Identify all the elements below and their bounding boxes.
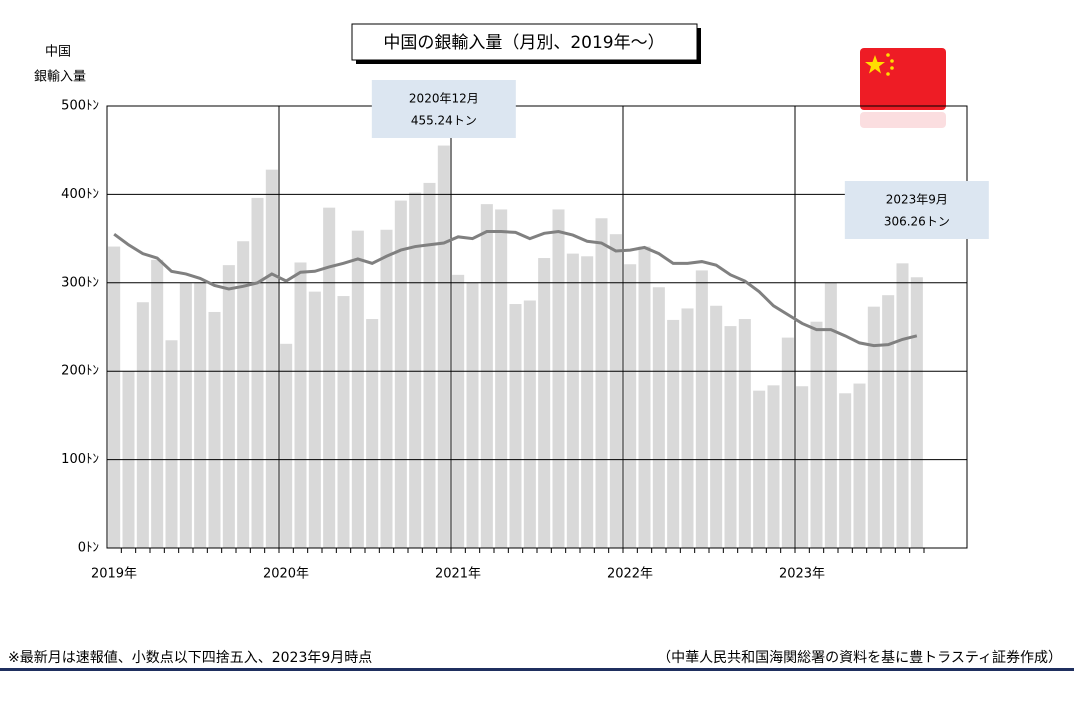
y-tick-label: 200ﾄﾝ — [61, 364, 99, 379]
y-tick-label: 300ﾄﾝ — [61, 275, 99, 290]
bar — [265, 169, 278, 548]
bar — [753, 390, 766, 548]
bar — [781, 337, 794, 548]
bar — [251, 197, 264, 548]
bar — [495, 209, 508, 549]
bar — [394, 200, 407, 548]
x-tick-label: 2022年 — [607, 567, 653, 582]
x-tick-label: 2019年 — [91, 567, 137, 582]
bar — [208, 311, 221, 548]
bar — [681, 308, 694, 548]
bar — [910, 277, 923, 548]
bar — [867, 306, 880, 548]
y-tick-label: 0ﾄﾝ — [78, 541, 99, 556]
bar — [609, 234, 622, 548]
bar — [796, 386, 809, 548]
bar — [581, 256, 594, 548]
annotation-box — [371, 80, 516, 138]
bar — [151, 259, 164, 548]
bar — [323, 207, 336, 548]
bar — [538, 258, 551, 548]
source: （中華人民共和国海関総署の資料を基に豊トラスティ証券作成） — [657, 649, 1062, 666]
y-tick-label: 100ﾄﾝ — [61, 452, 99, 467]
bar — [509, 304, 522, 548]
bar — [738, 319, 751, 548]
bar — [108, 246, 121, 548]
annotation-text: 455.24トン — [411, 114, 477, 128]
bar — [767, 385, 780, 548]
bar — [480, 204, 493, 548]
bar — [423, 182, 436, 548]
bar — [595, 218, 608, 548]
bar — [896, 263, 909, 548]
bar — [824, 282, 837, 548]
chart-title: 中国の銀輸入量（月別、2019年～） — [383, 33, 664, 53]
bar — [724, 326, 737, 548]
bar — [523, 300, 536, 548]
annotation-text: 306.26トン — [884, 215, 950, 229]
bar — [638, 246, 651, 548]
bar — [710, 305, 723, 548]
bar — [695, 270, 708, 548]
footer-rule — [0, 668, 1074, 671]
bar — [380, 229, 393, 548]
bar — [136, 302, 149, 548]
bar — [810, 321, 823, 548]
y-axis-label: 銀輸入量 — [34, 70, 86, 85]
flag — [860, 48, 946, 128]
title-box — [351, 23, 698, 61]
bar — [280, 343, 293, 548]
bar — [667, 319, 680, 548]
y-tick-label: 400ﾄﾝ — [61, 187, 99, 202]
bar — [308, 291, 321, 548]
footnote: ※最新月は速報値、小数点以下四捨五入、2023年9月時点 — [8, 649, 372, 666]
bar — [222, 265, 235, 548]
x-tick-label: 2020年 — [263, 567, 309, 582]
bar — [351, 230, 364, 549]
bar — [337, 296, 350, 548]
bar — [437, 145, 450, 548]
bar — [179, 282, 192, 548]
bar — [624, 264, 637, 548]
bar — [237, 241, 250, 548]
bar — [882, 295, 895, 548]
bar — [839, 393, 852, 548]
y-axis-label: 中国 — [45, 45, 71, 60]
x-tick-label: 2021年 — [435, 567, 481, 582]
annotation-text: 2020年12月 — [409, 92, 479, 106]
bar — [566, 253, 579, 549]
annotation-box — [844, 181, 989, 239]
bar — [853, 383, 866, 548]
moving-average-line — [113, 230, 918, 348]
bar — [452, 274, 465, 548]
bar — [194, 282, 207, 548]
annotation-text: 2023年9月 — [886, 193, 948, 207]
bar — [165, 340, 178, 548]
bar — [294, 262, 307, 548]
bar — [552, 209, 565, 549]
x-tick-label: 2023年 — [779, 567, 825, 582]
bar — [466, 282, 479, 548]
bar — [652, 287, 665, 548]
bar — [366, 319, 379, 548]
plot-frame — [106, 105, 968, 549]
y-tick-label: 500ﾄﾝ — [61, 99, 99, 114]
